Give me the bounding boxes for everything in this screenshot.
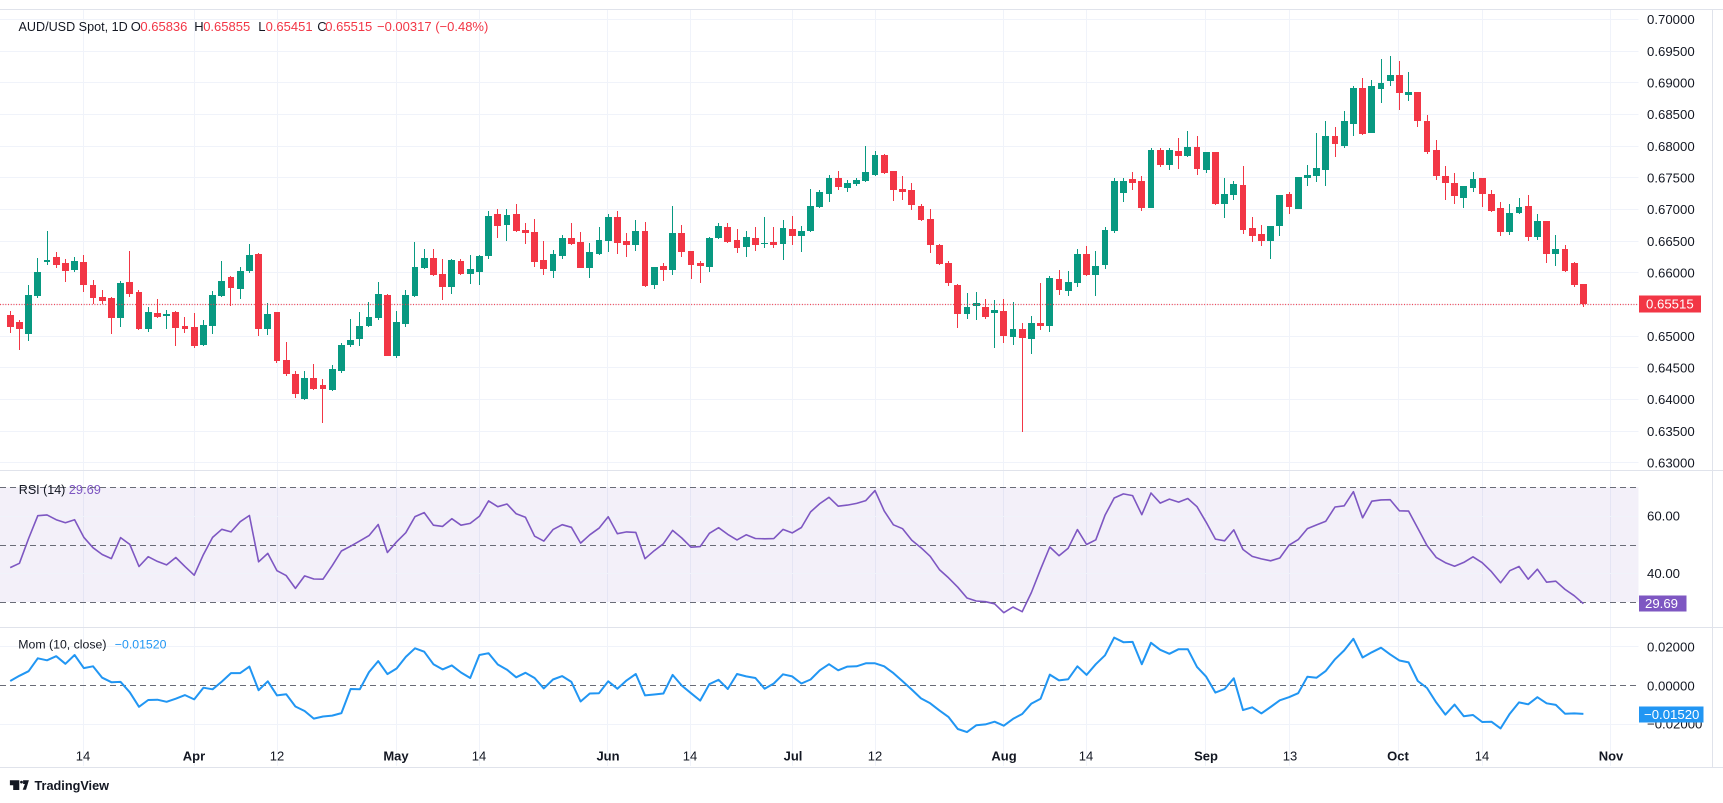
svg-text:0.64000: 0.64000 [1647,392,1695,407]
svg-text:0.69000: 0.69000 [1647,76,1695,91]
svg-text:0.02000: 0.02000 [1647,639,1695,654]
svg-text:0.68500: 0.68500 [1647,107,1695,122]
svg-text:40.00: 40.00 [1647,566,1680,581]
svg-text:Jul: Jul [784,748,803,763]
svg-text:Jun: Jun [596,748,619,763]
svg-text:12: 12 [868,748,882,763]
svg-text:−0.00317 (−0.48%): −0.00317 (−0.48%) [377,19,488,34]
svg-text:29.69: 29.69 [1645,596,1678,611]
svg-text:C: C [317,19,326,34]
svg-text:0.65000: 0.65000 [1647,329,1695,344]
svg-text:0.69500: 0.69500 [1647,44,1695,59]
svg-text:0.00000: 0.00000 [1647,678,1695,693]
svg-text:29.69: 29.69 [69,482,101,497]
svg-text:0.63500: 0.63500 [1647,424,1695,439]
svg-text:0.65515: 0.65515 [1646,296,1694,311]
svg-text:0.64500: 0.64500 [1647,361,1695,376]
svg-text:−0.01520: −0.01520 [1644,707,1699,722]
svg-text:60.00: 60.00 [1647,509,1680,524]
svg-text:14: 14 [472,748,486,763]
svg-text:RSI (14): RSI (14) [19,483,66,497]
svg-text:Oct: Oct [1387,748,1409,763]
svg-text:0.63000: 0.63000 [1647,455,1695,470]
svg-text:AUD/USD Spot, 1D: AUD/USD Spot, 1D [19,20,128,34]
svg-text:TradingView: TradingView [35,779,110,793]
svg-text:0.65855: 0.65855 [203,19,250,34]
svg-text:Aug: Aug [991,748,1016,763]
svg-text:H: H [194,19,203,34]
svg-text:Sep: Sep [1194,748,1218,763]
svg-text:0.67500: 0.67500 [1647,171,1695,186]
svg-text:0.68000: 0.68000 [1647,139,1695,154]
svg-text:0.70000: 0.70000 [1647,12,1695,27]
svg-text:14: 14 [1475,748,1489,763]
svg-text:0.66500: 0.66500 [1647,234,1695,249]
svg-text:0.65515: 0.65515 [325,19,372,34]
svg-text:Apr: Apr [183,748,205,763]
svg-text:May: May [383,748,409,763]
svg-text:Mom (10, close): Mom (10, close) [18,637,106,651]
svg-text:0.65836: 0.65836 [140,19,187,34]
svg-text:Nov: Nov [1599,748,1624,763]
svg-text:12: 12 [270,748,284,763]
svg-text:14: 14 [683,748,697,763]
svg-text:0.67000: 0.67000 [1647,202,1695,217]
svg-text:13: 13 [1283,748,1297,763]
svg-text:14: 14 [76,748,90,763]
svg-text:0.66000: 0.66000 [1647,266,1695,281]
svg-text:0.65451: 0.65451 [266,19,313,34]
svg-text:O: O [131,19,141,34]
svg-text:L: L [258,19,265,34]
svg-text:−0.01520: −0.01520 [115,637,167,651]
svg-text:14: 14 [1079,748,1093,763]
